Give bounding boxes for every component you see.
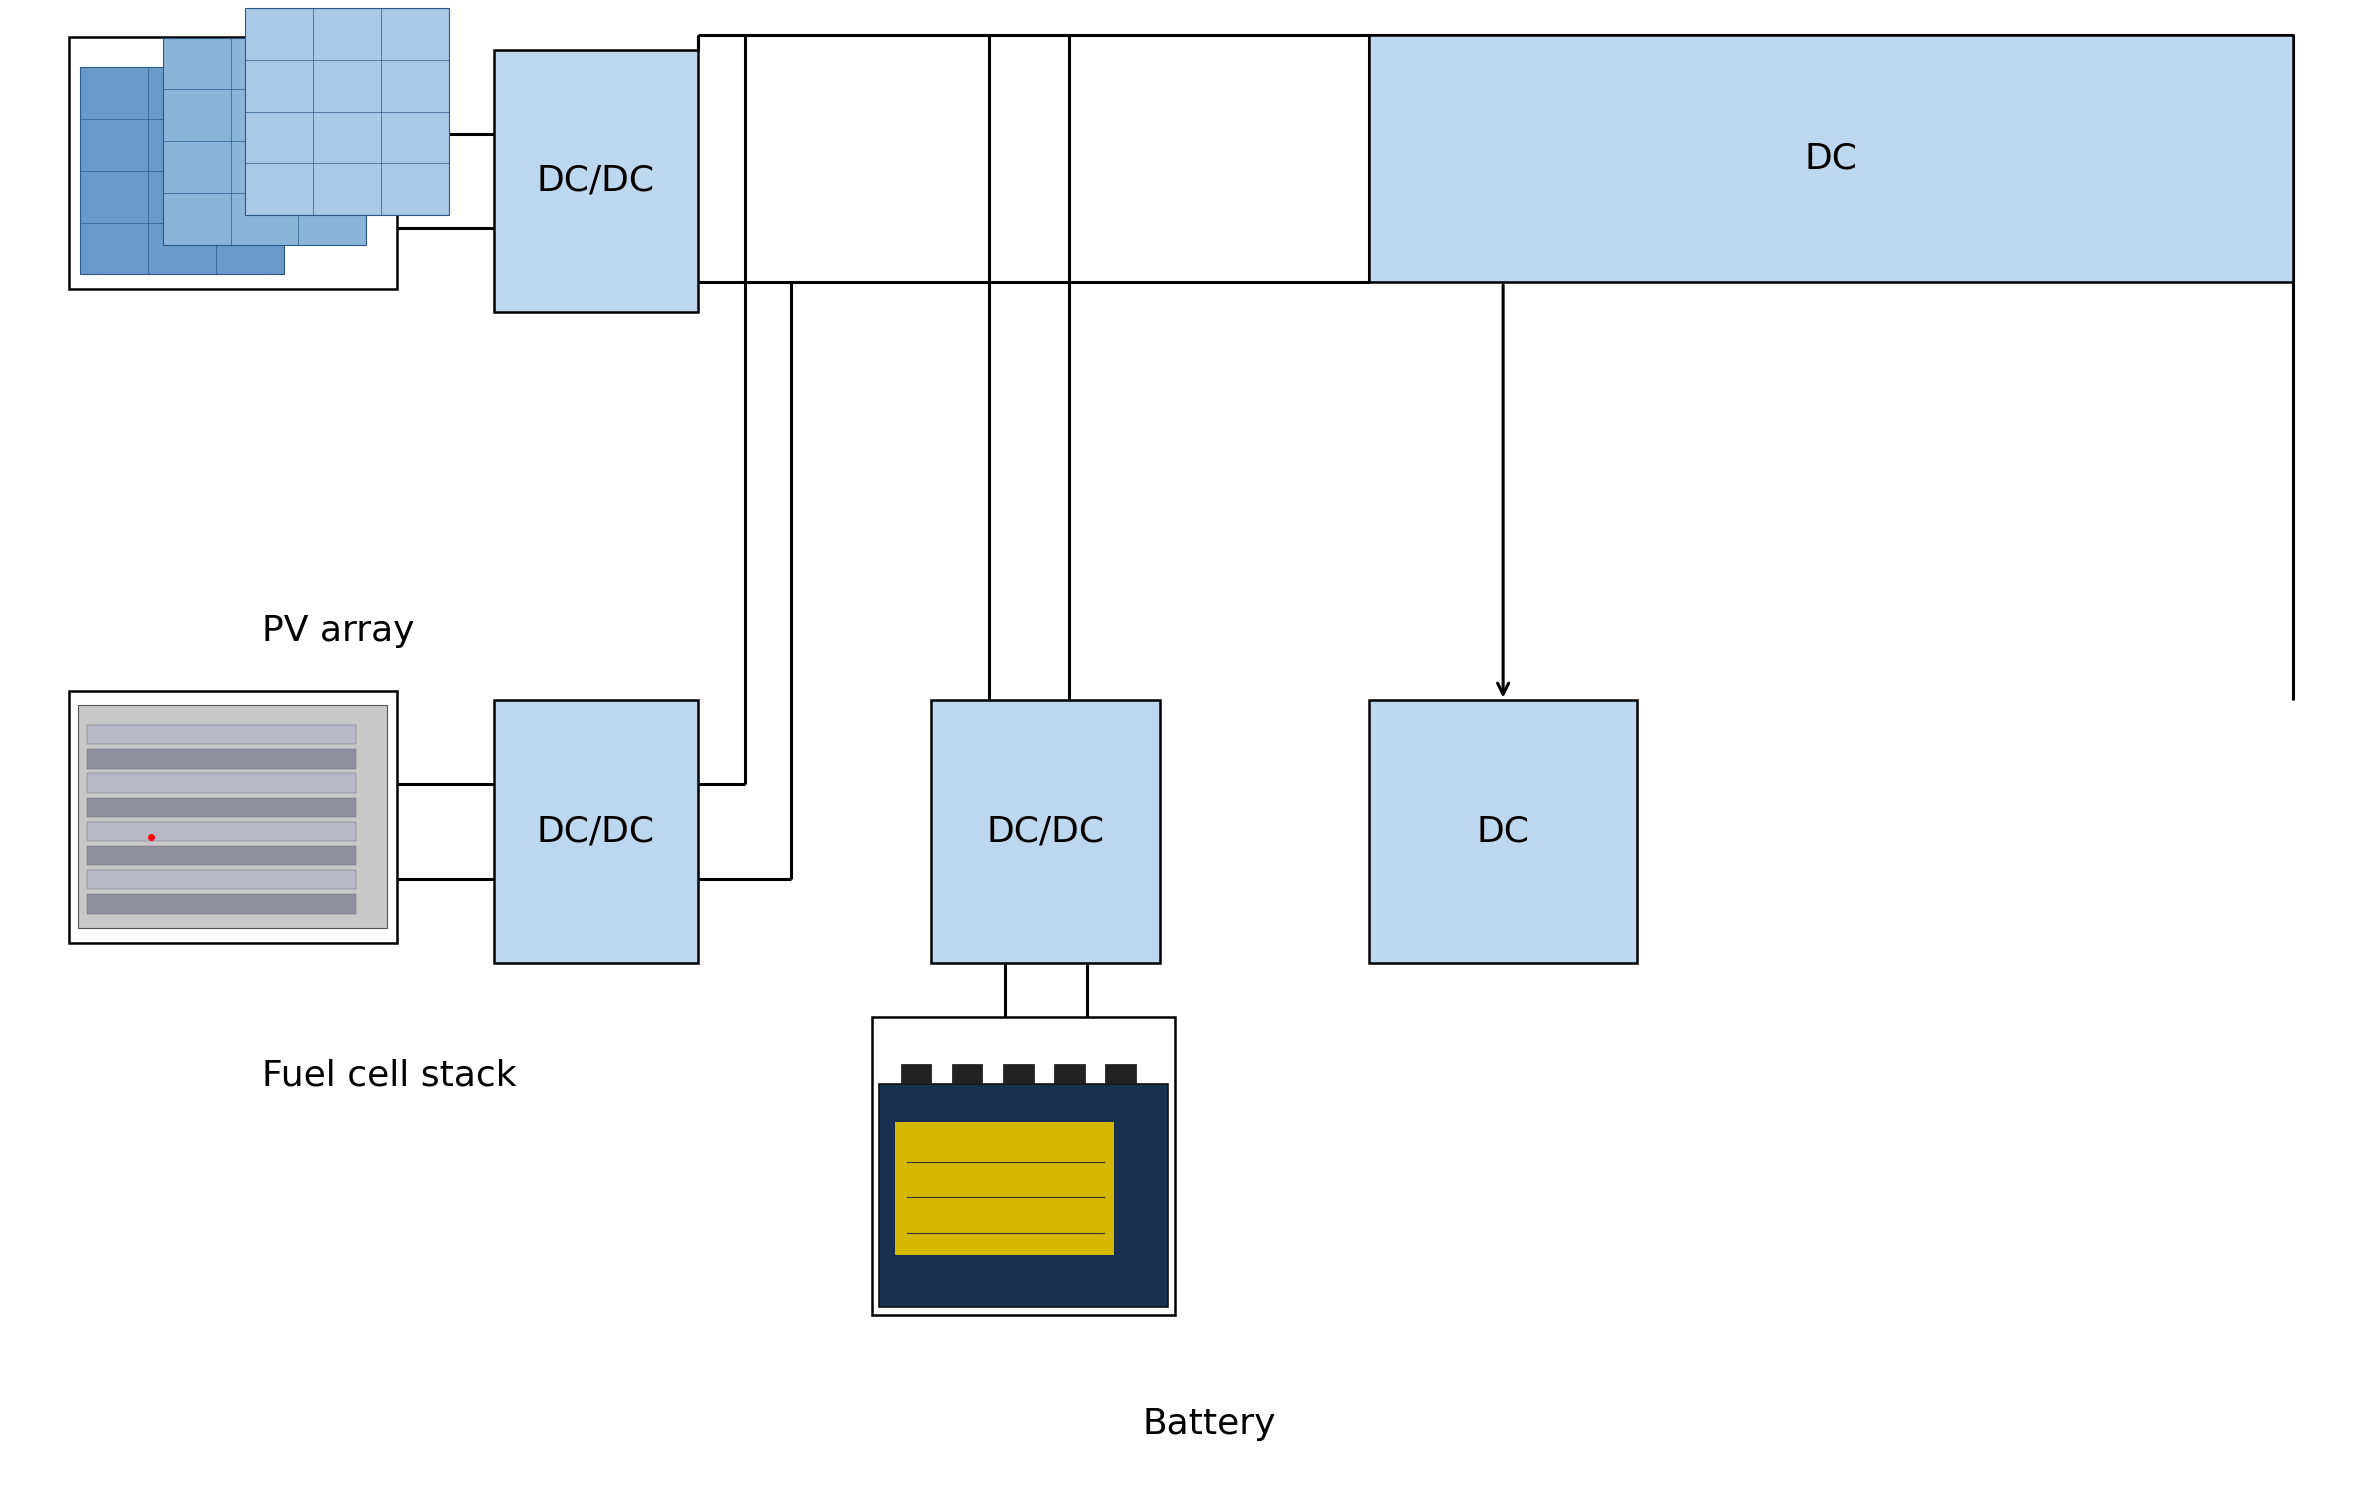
Bar — [88, 749, 356, 768]
Bar — [1055, 1063, 1086, 1084]
Text: Fuel cell stack: Fuel cell stack — [261, 1058, 517, 1093]
Bar — [873, 1018, 1176, 1314]
Bar — [1368, 701, 1638, 963]
Bar — [951, 1063, 982, 1084]
Bar — [1105, 1063, 1136, 1084]
Bar — [88, 894, 356, 913]
Bar — [81, 67, 285, 275]
Bar — [164, 37, 365, 245]
Text: DC/DC: DC/DC — [986, 815, 1105, 849]
Bar — [493, 49, 697, 312]
Bar — [932, 701, 1159, 963]
Text: PV array: PV array — [261, 614, 415, 649]
Bar — [69, 37, 396, 290]
Bar — [1368, 34, 2293, 283]
Text: DC: DC — [1477, 815, 1529, 849]
Bar — [88, 870, 356, 890]
Bar — [244, 7, 448, 215]
Bar — [901, 1063, 932, 1084]
Bar — [896, 1121, 1114, 1256]
Bar — [88, 822, 356, 842]
Bar — [88, 773, 356, 792]
Bar — [1003, 1063, 1034, 1084]
Bar — [493, 701, 697, 963]
Bar — [88, 725, 356, 745]
Bar — [69, 691, 396, 943]
Bar — [880, 1084, 1169, 1307]
Text: Battery: Battery — [1143, 1407, 1276, 1441]
Bar — [88, 846, 356, 866]
Text: DC/DC: DC/DC — [536, 164, 654, 197]
Bar — [88, 797, 356, 816]
Text: DC/DC: DC/DC — [536, 815, 654, 849]
Bar — [78, 706, 386, 928]
Text: DC: DC — [1804, 142, 1859, 175]
